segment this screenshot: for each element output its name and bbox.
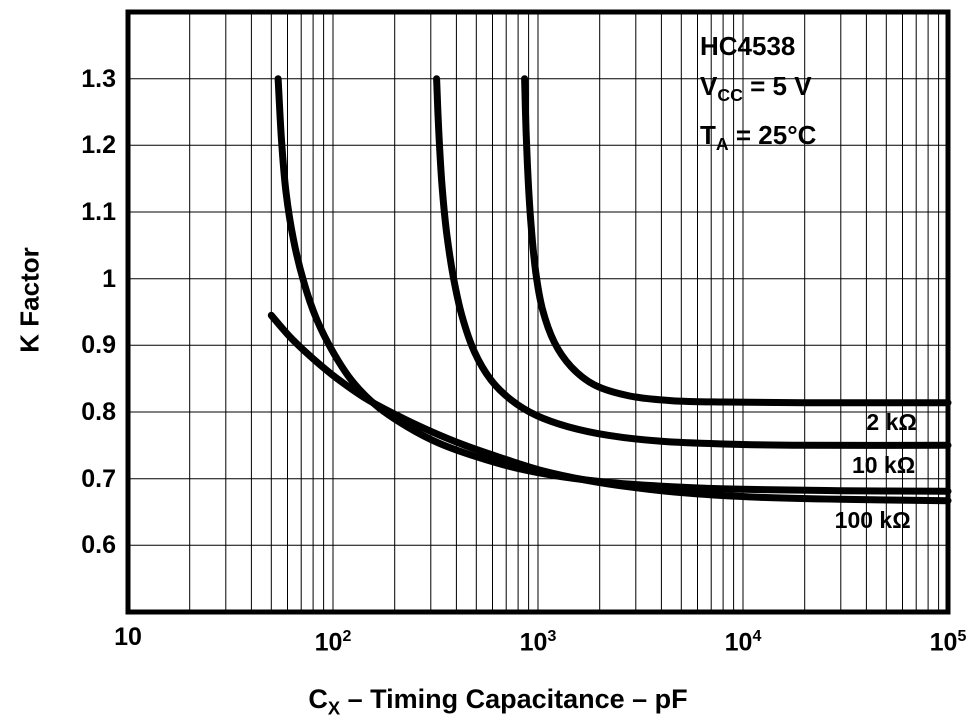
y-tick-label: 1.2 xyxy=(81,131,116,160)
conditions-box: HC4538 VCC = 5 V TA = 25°C xyxy=(700,26,816,164)
y-tick-label: 0.9 xyxy=(81,331,116,360)
x-tick-exponent: 3 xyxy=(547,628,557,645)
temp-symbol: T xyxy=(700,120,716,151)
y-tick-label: 1.3 xyxy=(81,64,116,93)
curve-100k xyxy=(274,75,952,495)
y-tick-label: 1 xyxy=(102,264,116,293)
curve-10k xyxy=(433,75,952,449)
curve-label-2k: 2 kΩ xyxy=(866,409,917,436)
temp-value: = 25°C xyxy=(728,120,817,151)
x-axis-title: CX – Timing Capacitance – pF xyxy=(88,684,908,719)
y-tick-label: 0.6 xyxy=(81,531,116,560)
conditions-device: HC4538 xyxy=(700,26,816,66)
x-axis-title-symbol: C xyxy=(308,684,328,714)
x-tick-exponent: 5 xyxy=(957,628,967,645)
temp-subscript: A xyxy=(715,134,729,155)
plot-frame xyxy=(125,9,951,615)
vcc-symbol: V xyxy=(700,71,718,101)
x-axis-title-text: – Timing Capacitance – pF xyxy=(340,684,688,714)
curve-label-100k: 100 kΩ xyxy=(834,507,911,534)
vcc-value: = 5 V xyxy=(742,71,812,101)
vcc-subscript: CC xyxy=(717,85,743,106)
y-tick-label: 0.8 xyxy=(81,398,116,426)
x-tick-label: 103 xyxy=(519,628,557,657)
horizontal-gridlines xyxy=(128,78,948,546)
x-axis-title-subscript: X xyxy=(327,697,341,719)
curve-label-10k: 10 kΩ xyxy=(851,452,916,478)
x-tick-label: 105 xyxy=(929,628,967,657)
conditions-vcc: VCC = 5 V xyxy=(700,66,816,115)
vertical-gridlines xyxy=(189,12,940,612)
x-tick-label: 10 xyxy=(114,623,142,651)
curve-2k xyxy=(521,75,952,407)
conditions-temp: TA = 25°C xyxy=(700,115,816,164)
x-tick-exponent: 4 xyxy=(752,628,762,645)
x-tick-label: 104 xyxy=(724,628,762,657)
x-tick-label: 102 xyxy=(314,628,352,657)
x-tick-exponent: 2 xyxy=(342,628,352,645)
y-tick-label: 1.1 xyxy=(81,198,116,226)
device-name: HC4538 xyxy=(700,31,796,61)
y-tick-label: 0.7 xyxy=(81,464,116,493)
curve-unlabeled xyxy=(267,311,952,505)
